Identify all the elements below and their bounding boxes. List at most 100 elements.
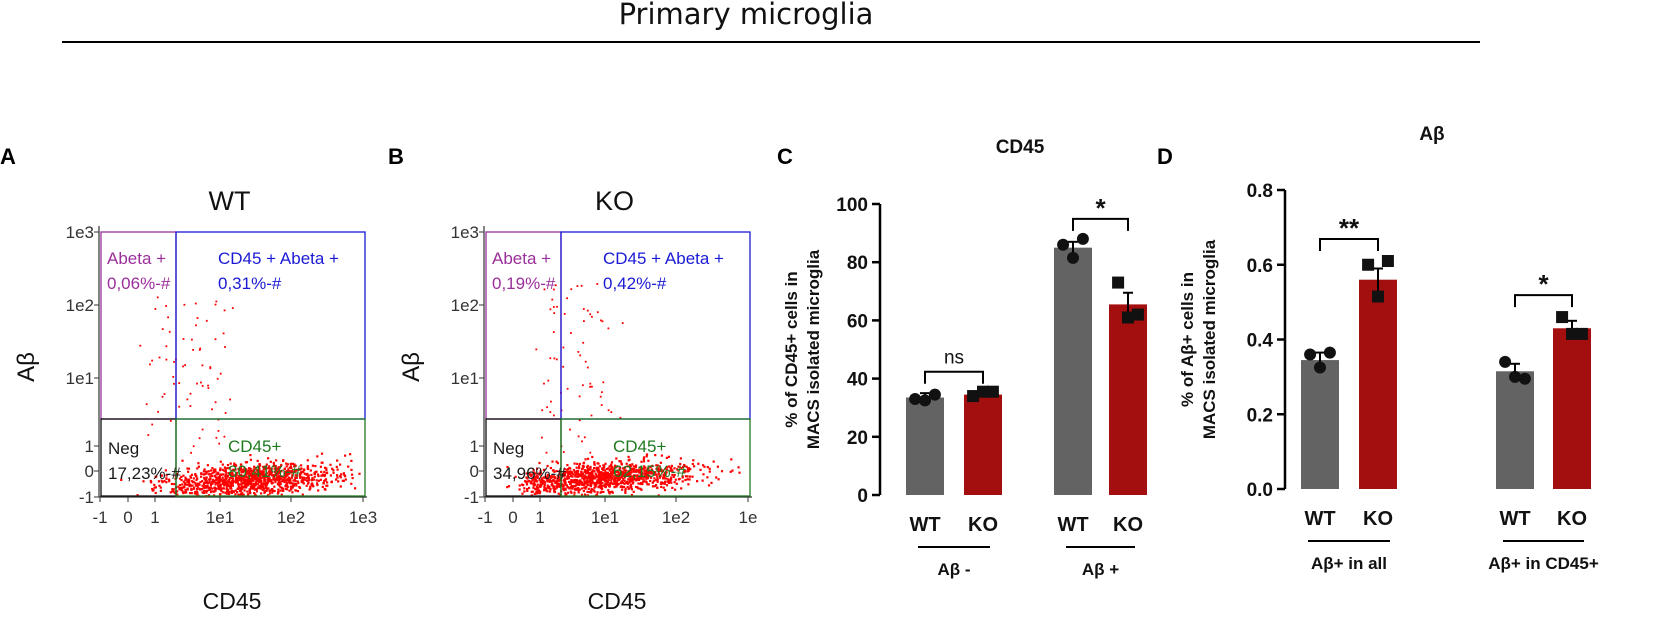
x-tick-label: -1 <box>92 508 107 527</box>
event-dot <box>635 479 638 482</box>
event-dot <box>606 471 609 475</box>
event-dot <box>197 482 200 485</box>
event-dot <box>249 467 252 471</box>
event-dot <box>608 465 611 468</box>
event-dot <box>288 466 291 469</box>
event-dot <box>223 469 226 472</box>
bar-wt <box>906 397 944 495</box>
event-dot <box>159 486 162 489</box>
event-dot <box>259 484 262 488</box>
event-dot <box>658 476 661 479</box>
event-dot <box>252 468 255 471</box>
event-dot <box>629 478 632 481</box>
event-dot <box>687 483 690 486</box>
event-dot <box>223 487 226 490</box>
event-dot <box>587 487 590 490</box>
event-dot <box>254 466 257 470</box>
group-label: Aβ + <box>1082 560 1119 579</box>
event-dot <box>621 474 624 477</box>
event-dot <box>176 473 179 476</box>
event-dot <box>663 471 666 475</box>
event-dot <box>120 478 123 481</box>
event-dot <box>654 471 657 474</box>
event-dot <box>205 319 208 322</box>
event-dot <box>229 462 232 465</box>
event-dot <box>613 475 616 478</box>
event-dot <box>211 467 214 470</box>
event-dot <box>351 473 354 476</box>
event-dot <box>547 479 550 482</box>
event-dot <box>196 317 199 319</box>
event-dot <box>555 485 558 488</box>
event-dot <box>235 464 238 467</box>
event-dot <box>575 469 578 473</box>
event-dot <box>608 492 611 495</box>
event-dot <box>662 486 665 489</box>
event-dot <box>593 462 596 465</box>
event-dot <box>611 471 614 474</box>
y-tick-label: 100 <box>836 195 868 216</box>
event-dot <box>202 489 205 492</box>
event-dot <box>260 472 264 475</box>
event-dot <box>217 472 220 476</box>
event-dot <box>583 477 586 480</box>
event-dot <box>563 313 566 315</box>
event-dot <box>720 470 724 473</box>
event-dot <box>258 485 261 488</box>
event-dot <box>575 480 578 484</box>
event-dot <box>533 471 536 474</box>
event-dot <box>618 460 621 463</box>
event-dot <box>607 467 610 470</box>
event-dot <box>525 472 528 475</box>
event-dot <box>190 451 192 454</box>
event-dot <box>528 479 531 483</box>
significance-label: * <box>1538 269 1549 299</box>
event-dot <box>358 472 361 475</box>
event-dot <box>249 487 253 490</box>
event-dot <box>255 472 258 475</box>
event-dot <box>291 482 294 485</box>
event-dot <box>582 461 586 464</box>
event-dot <box>582 465 586 468</box>
event-dot <box>653 477 656 480</box>
event-dot <box>552 469 555 472</box>
event-dot <box>660 485 663 488</box>
event-dot <box>326 481 329 484</box>
event-dot <box>562 470 565 474</box>
event-dot <box>242 479 245 482</box>
event-dot <box>637 475 640 478</box>
event-dot <box>223 309 226 312</box>
category-label-ko: KO <box>968 514 998 536</box>
event-dot <box>284 476 287 479</box>
event-dot <box>248 474 251 477</box>
event-dot <box>629 464 632 467</box>
event-dot <box>336 474 339 477</box>
event-dot <box>614 481 617 484</box>
event-dot <box>532 469 535 472</box>
event-dot <box>234 493 237 496</box>
event-dot <box>180 487 183 490</box>
event-dot <box>286 463 289 466</box>
event-dot <box>201 480 204 483</box>
event-dot <box>659 482 662 485</box>
event-dot <box>196 477 199 480</box>
event-dot <box>569 485 572 488</box>
event-dot <box>616 476 619 479</box>
event-dot <box>731 469 734 472</box>
event-dot <box>729 470 732 473</box>
event-dot <box>263 480 266 483</box>
event-dot <box>305 473 308 476</box>
event-dot <box>707 484 711 487</box>
event-dot <box>688 478 691 481</box>
event-dot <box>321 474 324 477</box>
event-dot <box>211 472 214 475</box>
event-dot <box>262 473 265 476</box>
event-dot <box>294 489 297 492</box>
event-dot <box>239 492 242 495</box>
event-dot <box>576 462 579 465</box>
event-dot <box>635 485 638 489</box>
quadrant-pct-abeta: 0,19%-# <box>492 274 556 293</box>
event-dot <box>670 468 673 472</box>
event-dot <box>569 474 572 477</box>
event-dot <box>596 462 599 465</box>
